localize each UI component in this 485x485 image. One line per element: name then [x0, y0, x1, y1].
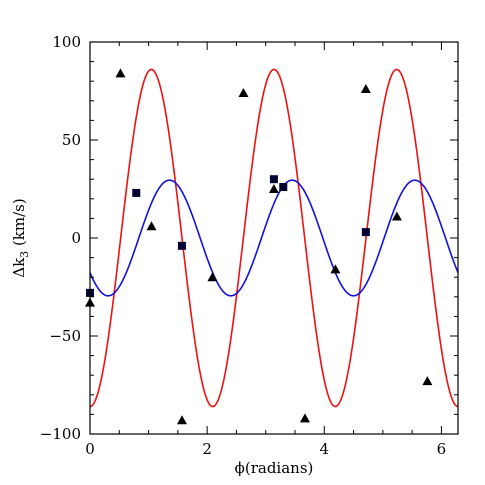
- triangle-point: [330, 264, 341, 274]
- triangle-point: [360, 84, 371, 94]
- y-axis-label: Δk3 (km/s): [10, 198, 31, 277]
- triangle-point: [176, 415, 187, 425]
- y-tick-label: −100: [40, 425, 81, 443]
- triangle-point: [146, 221, 157, 231]
- x-axis-label-text: ϕ(radians): [235, 459, 314, 477]
- square-point: [361, 228, 370, 237]
- y-tick-label: 50: [62, 131, 81, 149]
- x-tick-label: 4: [320, 440, 330, 458]
- square-point: [132, 188, 141, 197]
- plot-frame: [89, 41, 459, 435]
- y-axis-label-subscript: 3: [18, 251, 31, 258]
- curve-series-1: [89, 179, 459, 297]
- x-tick-label: 0: [85, 440, 95, 458]
- tick-labels-layer: 0 2 4 6 −100 −50 0 50 100: [40, 33, 446, 458]
- triangle-point: [207, 272, 218, 282]
- y-axis-label-main: Δk: [10, 257, 28, 278]
- triangle-point: [238, 87, 249, 97]
- triangle-point: [391, 211, 402, 221]
- curves-layer: [89, 68, 459, 408]
- y-tick-label: 100: [52, 33, 81, 51]
- x-axis-label: ϕ(radians): [235, 459, 314, 477]
- triangle-point: [422, 376, 433, 386]
- x-tick-label: 2: [202, 440, 212, 458]
- x-tick-label: 6: [437, 440, 447, 458]
- y-tick-label: −50: [49, 327, 81, 345]
- y-axis-label-units: (km/s): [10, 198, 28, 251]
- square-point: [269, 175, 278, 184]
- square-point: [177, 241, 186, 250]
- triangle-point: [299, 413, 310, 423]
- triangle-point: [268, 184, 279, 193]
- points-layer: [85, 68, 433, 425]
- triangle-point: [115, 68, 126, 78]
- y-tick-label: 0: [71, 229, 81, 247]
- curve-series-0: [89, 68, 459, 408]
- ticks-layer: [89, 41, 458, 435]
- square-point: [279, 183, 288, 192]
